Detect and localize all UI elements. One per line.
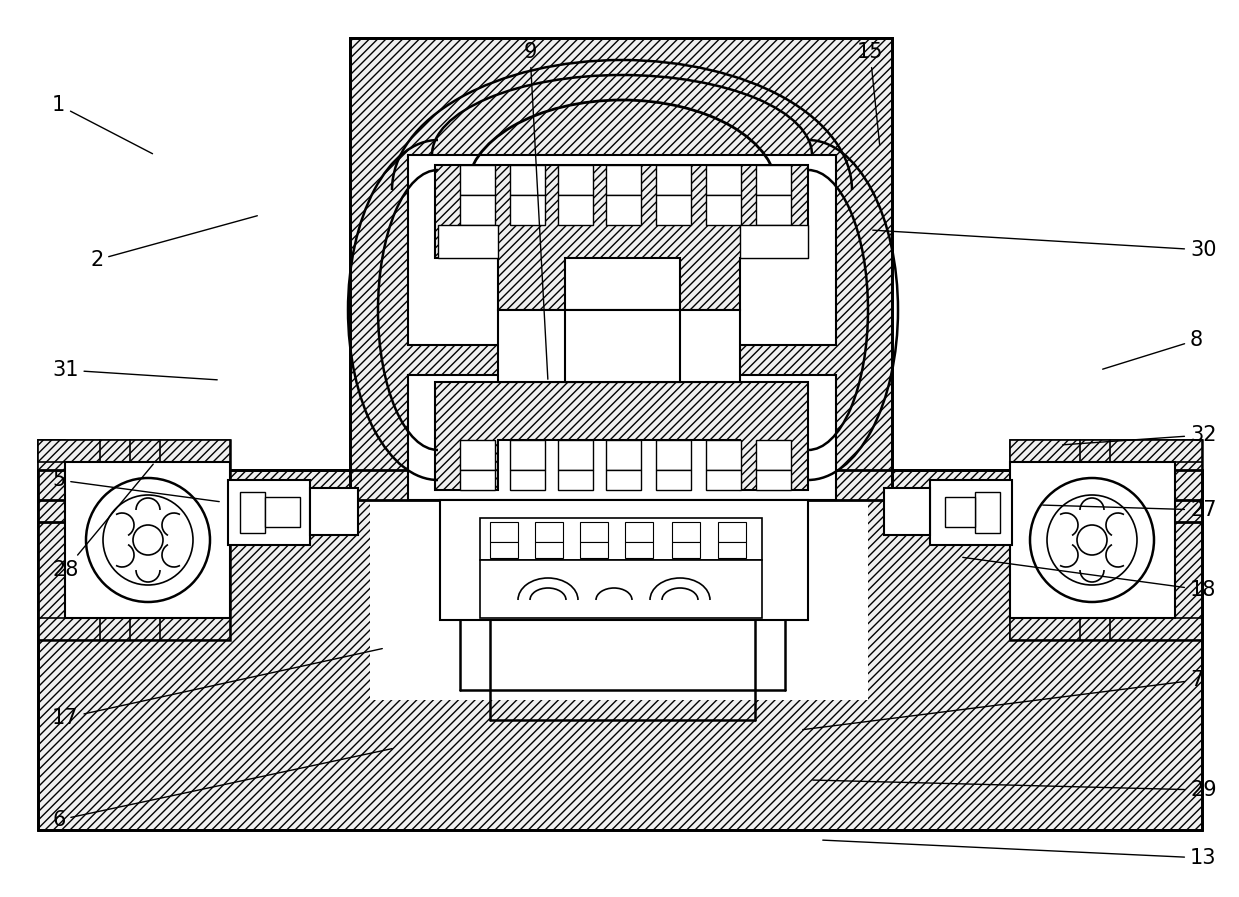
- Polygon shape: [565, 310, 680, 382]
- Polygon shape: [510, 470, 545, 490]
- Polygon shape: [930, 480, 1012, 545]
- Text: 2: 2: [90, 216, 258, 270]
- Polygon shape: [460, 165, 496, 195]
- Polygon shape: [672, 522, 700, 542]
- Polygon shape: [945, 497, 975, 527]
- Text: 9: 9: [523, 42, 548, 379]
- Polygon shape: [535, 522, 563, 542]
- Polygon shape: [265, 497, 300, 527]
- Polygon shape: [655, 440, 691, 470]
- Text: 32: 32: [1063, 425, 1217, 445]
- Text: 15: 15: [856, 42, 883, 145]
- Polygon shape: [489, 522, 518, 542]
- Polygon shape: [717, 542, 746, 558]
- Polygon shape: [580, 542, 608, 558]
- Polygon shape: [558, 470, 593, 490]
- Polygon shape: [1010, 440, 1202, 462]
- Polygon shape: [672, 542, 700, 558]
- Text: 18: 18: [963, 557, 1217, 600]
- Polygon shape: [64, 462, 230, 618]
- Polygon shape: [624, 522, 653, 542]
- Polygon shape: [558, 195, 593, 225]
- Text: 30: 30: [872, 231, 1217, 260]
- Text: 28: 28: [52, 464, 154, 580]
- Polygon shape: [435, 382, 808, 490]
- Polygon shape: [408, 155, 836, 345]
- Polygon shape: [883, 488, 930, 535]
- Polygon shape: [706, 470, 741, 490]
- Polygon shape: [706, 440, 741, 470]
- Text: 31: 31: [52, 360, 217, 380]
- Polygon shape: [565, 258, 680, 310]
- Polygon shape: [498, 310, 740, 382]
- Polygon shape: [655, 165, 691, 195]
- Text: 29: 29: [813, 780, 1217, 800]
- Polygon shape: [228, 480, 310, 545]
- Text: 27: 27: [1043, 500, 1217, 520]
- Polygon shape: [756, 470, 790, 490]
- Polygon shape: [440, 500, 808, 620]
- Text: 7: 7: [803, 670, 1203, 729]
- Polygon shape: [1010, 440, 1202, 640]
- Polygon shape: [240, 492, 265, 533]
- Polygon shape: [460, 195, 496, 225]
- Polygon shape: [479, 560, 762, 618]
- Polygon shape: [408, 375, 836, 500]
- Polygon shape: [479, 518, 762, 560]
- Polygon shape: [624, 542, 653, 558]
- Text: 17: 17: [52, 649, 383, 728]
- Polygon shape: [1010, 462, 1175, 618]
- Polygon shape: [717, 522, 746, 542]
- Polygon shape: [606, 165, 641, 195]
- Text: 5: 5: [52, 470, 219, 501]
- Polygon shape: [370, 470, 869, 700]
- Polygon shape: [460, 470, 496, 490]
- Polygon shape: [439, 225, 498, 258]
- Polygon shape: [606, 195, 641, 225]
- Polygon shape: [38, 440, 64, 640]
- Text: 8: 8: [1103, 330, 1203, 370]
- Polygon shape: [435, 165, 808, 310]
- Polygon shape: [349, 38, 892, 500]
- Polygon shape: [580, 522, 608, 542]
- Polygon shape: [558, 440, 593, 470]
- Text: 13: 13: [823, 840, 1217, 868]
- Polygon shape: [740, 225, 808, 258]
- Polygon shape: [975, 492, 1000, 533]
- Polygon shape: [655, 470, 691, 490]
- Polygon shape: [756, 440, 790, 470]
- Polygon shape: [535, 542, 563, 558]
- Polygon shape: [510, 165, 545, 195]
- Polygon shape: [510, 195, 545, 225]
- Text: 6: 6: [52, 749, 393, 830]
- Text: 1: 1: [52, 95, 152, 153]
- Polygon shape: [756, 165, 790, 195]
- Polygon shape: [38, 440, 230, 640]
- Polygon shape: [756, 195, 790, 225]
- Polygon shape: [1137, 440, 1202, 640]
- Polygon shape: [655, 195, 691, 225]
- Polygon shape: [38, 470, 1202, 830]
- Polygon shape: [1010, 618, 1202, 640]
- Polygon shape: [38, 618, 230, 640]
- Polygon shape: [706, 195, 741, 225]
- Polygon shape: [510, 440, 545, 470]
- Polygon shape: [460, 440, 496, 470]
- Polygon shape: [606, 470, 641, 490]
- Polygon shape: [606, 440, 641, 470]
- Polygon shape: [558, 165, 593, 195]
- Polygon shape: [38, 440, 230, 462]
- Polygon shape: [706, 165, 741, 195]
- Polygon shape: [489, 542, 518, 558]
- Polygon shape: [310, 488, 358, 535]
- Polygon shape: [349, 38, 892, 155]
